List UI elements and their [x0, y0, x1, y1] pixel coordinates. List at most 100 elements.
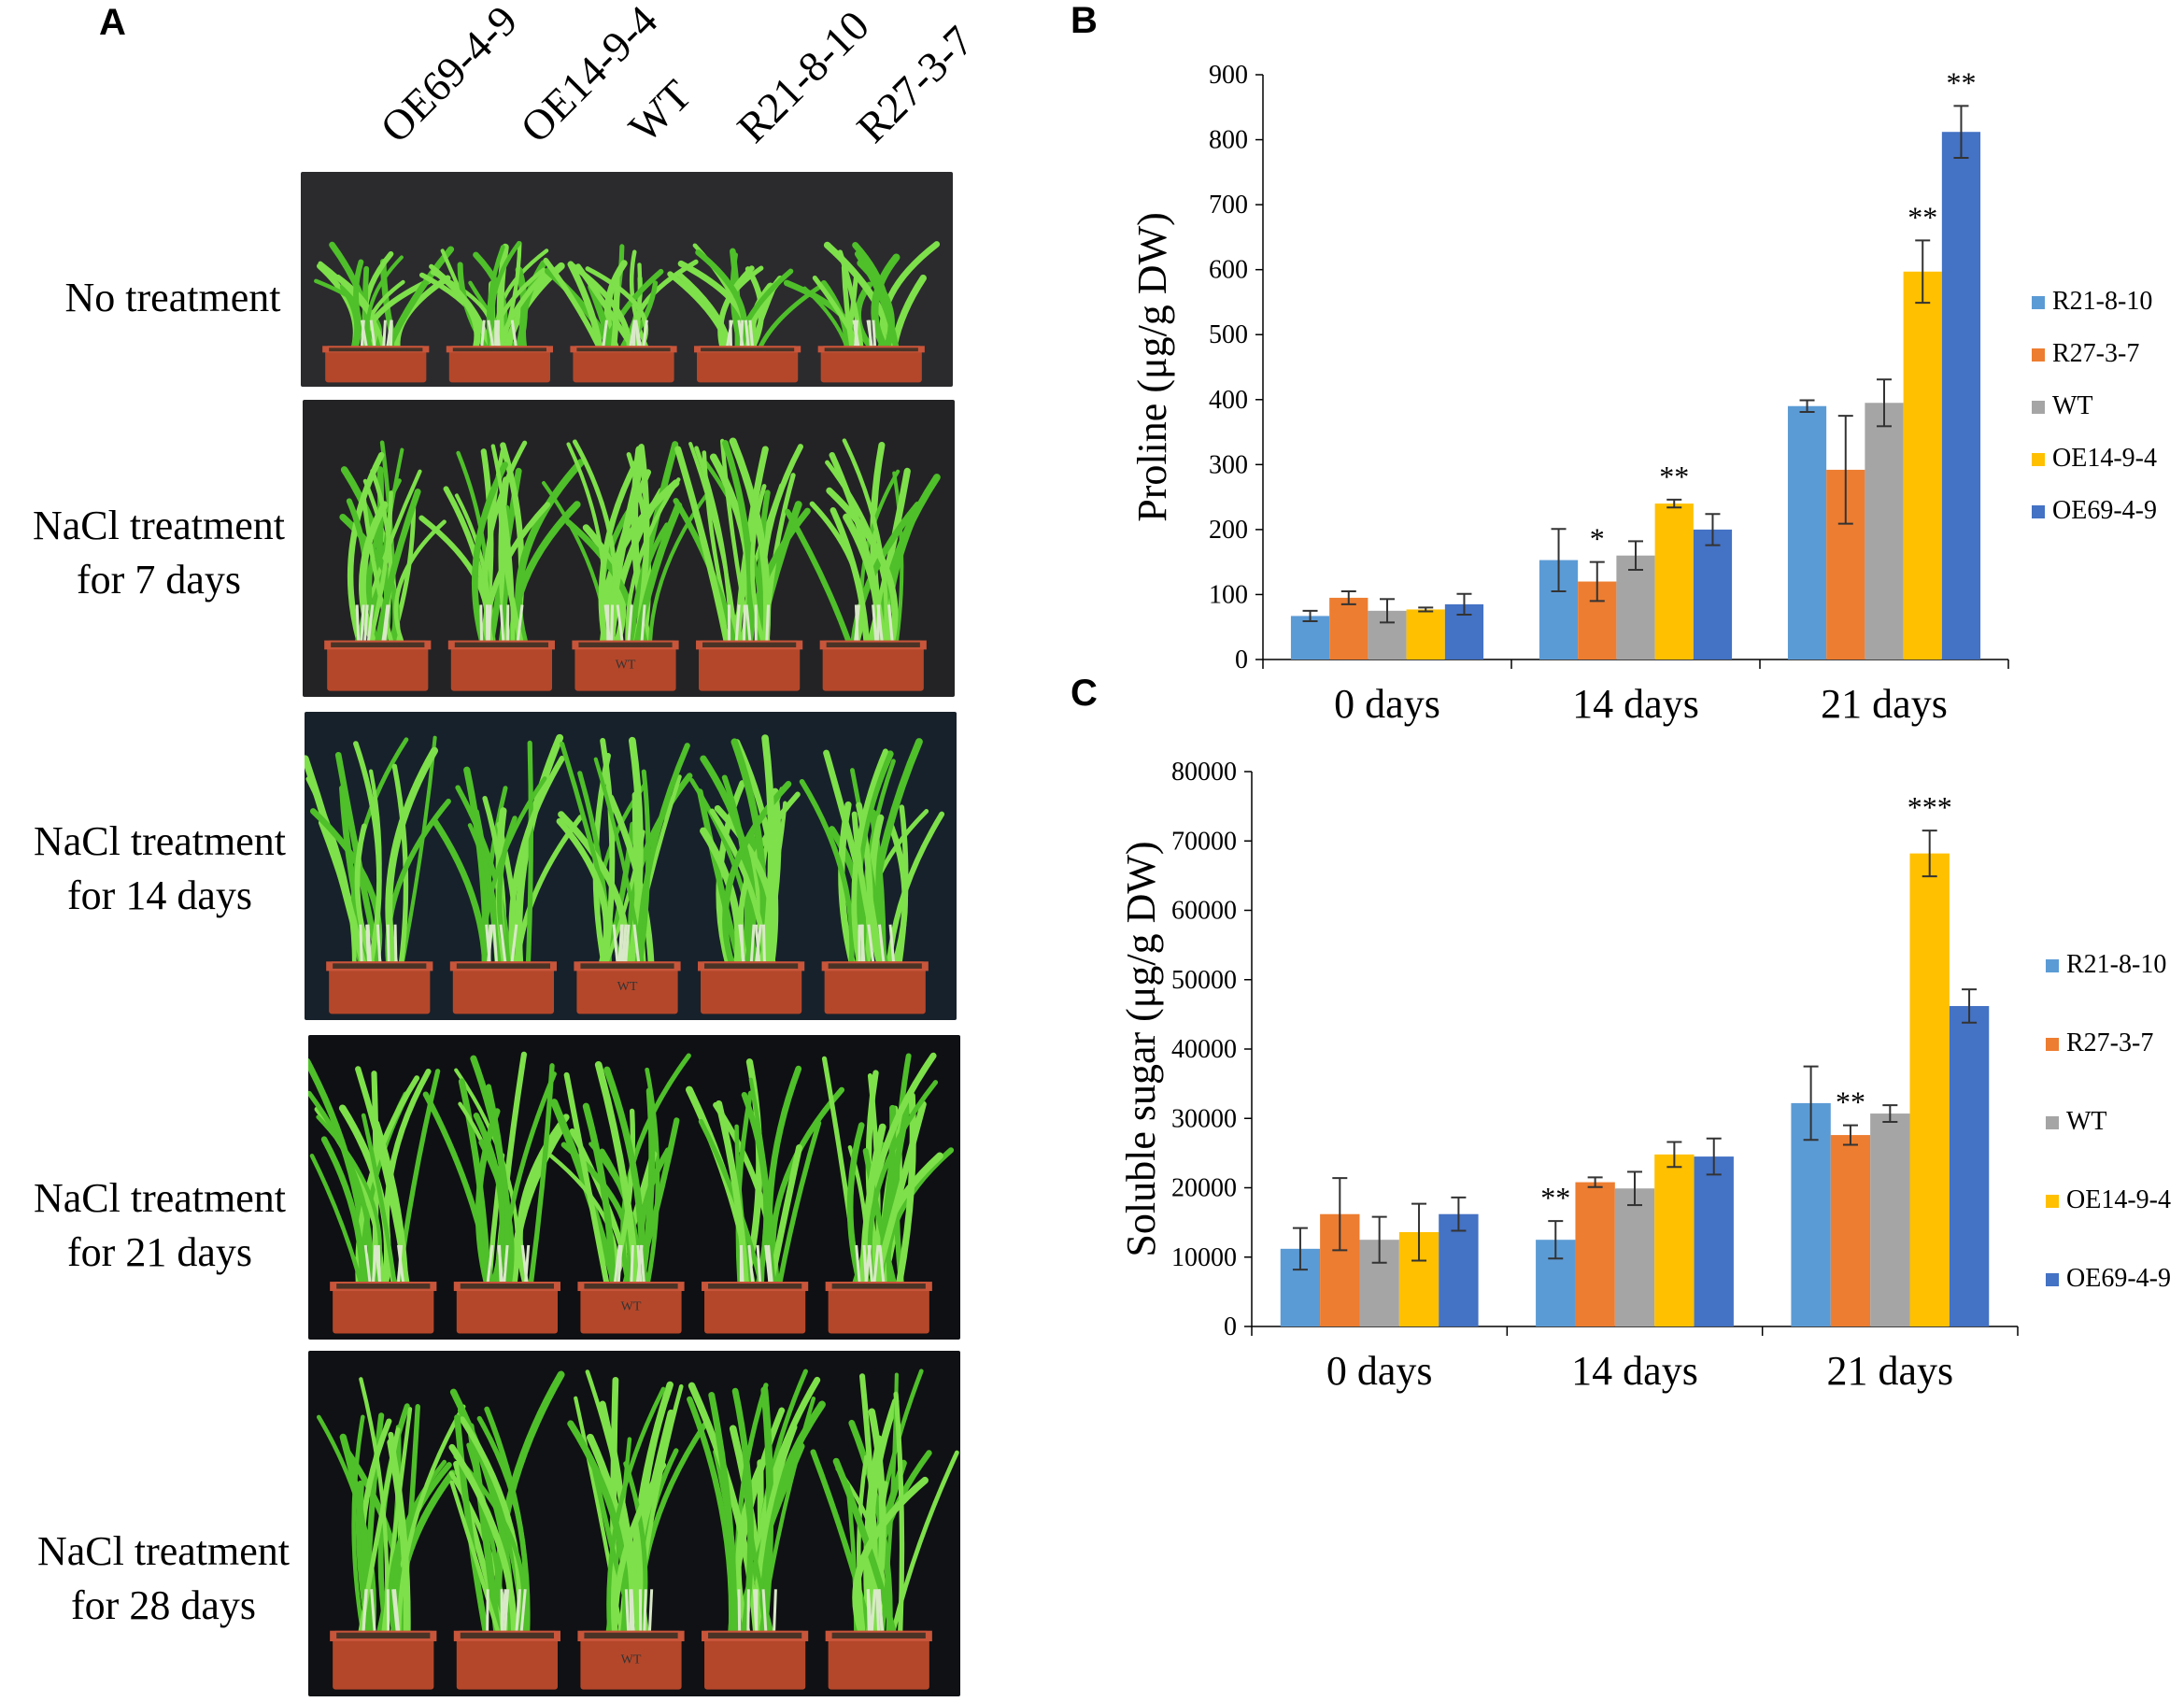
- plant-pot: WT: [548, 1053, 691, 1334]
- legend-swatch: [2032, 401, 2045, 414]
- plant-pot: [418, 241, 565, 383]
- y-tick-label: 300: [1209, 450, 1248, 479]
- plant-pot: [448, 1370, 565, 1690]
- significance-label: **: [1836, 1085, 1865, 1119]
- plant-pot: [305, 735, 451, 1014]
- y-tick-label: 60000: [1171, 897, 1237, 926]
- bar: [1575, 1182, 1615, 1326]
- legend-label: R27-3-7: [2066, 1028, 2153, 1057]
- bar: [1614, 1188, 1655, 1326]
- pot-label: WT: [621, 1652, 642, 1667]
- significance-label: **: [1907, 200, 1937, 234]
- bar: [1693, 529, 1733, 660]
- legend-swatch: [2046, 1195, 2059, 1208]
- row-label: NaCl treatment for 28 days: [9, 1525, 318, 1633]
- significance-label: ***: [1907, 790, 1952, 824]
- plant-pot: [316, 1377, 466, 1690]
- plant-pot: [422, 1051, 570, 1334]
- plant-photo-no-treatment: [301, 172, 953, 387]
- row-label: No treatment: [37, 271, 308, 325]
- plant-pot: WT: [567, 1369, 708, 1690]
- y-tick-label: 10000: [1171, 1243, 1237, 1272]
- y-tick-label: 500: [1209, 320, 1248, 349]
- plant-photo-21-days: WT: [308, 1035, 960, 1340]
- bar: [1290, 616, 1330, 660]
- bar: [1694, 1156, 1734, 1326]
- plant-pot: WT: [556, 736, 693, 1014]
- pot-label: WT: [621, 1300, 642, 1314]
- pot-label: WT: [616, 658, 636, 672]
- bar: [1616, 555, 1655, 660]
- plant-pot: [810, 1369, 959, 1690]
- bar: [1909, 853, 1950, 1326]
- y-tick-label: 700: [1209, 191, 1248, 220]
- y-tick-label: 200: [1209, 516, 1248, 545]
- bar: [1949, 1005, 1990, 1326]
- genotype-label: OE69-4-9: [371, 0, 527, 152]
- plant-pot: [785, 438, 941, 691]
- x-category-label: 21 days: [1821, 681, 1948, 727]
- y-tick-label: 40000: [1171, 1035, 1237, 1064]
- plant-pot: [687, 1369, 826, 1690]
- y-axis-label: Proline (μg/g DW): [1129, 212, 1175, 522]
- legend-swatch: [2046, 1116, 2059, 1129]
- plant-pot: [308, 1057, 441, 1334]
- y-tick-label: 0: [1224, 1312, 1237, 1341]
- y-axis-label: Soluble sugar (μg/g DW): [1118, 841, 1164, 1256]
- legend-label: R21-8-10: [2066, 950, 2166, 979]
- plant-photo-14-days: WT: [305, 712, 957, 1020]
- legend-swatch: [2032, 505, 2045, 518]
- row-label-line2: for 21 days: [67, 1229, 252, 1275]
- legend-label: R21-8-10: [2052, 287, 2152, 316]
- x-category-label: 0 days: [1326, 1348, 1433, 1394]
- y-tick-label: 80000: [1171, 758, 1237, 787]
- bar: [1903, 271, 1942, 660]
- row-label-line1: NaCl treatment: [33, 1175, 286, 1221]
- plant-pot: [686, 1058, 845, 1334]
- legend-label: R27-3-7: [2052, 339, 2139, 368]
- plant-pot: [543, 244, 699, 383]
- legend-swatch: [2032, 348, 2045, 362]
- plant-pot: [689, 734, 805, 1014]
- significance-label: **: [1659, 460, 1689, 493]
- plant-photo-7-days: WT: [303, 400, 955, 697]
- bar: [1654, 504, 1694, 660]
- panel-b-letter: B: [1071, 0, 1098, 41]
- soluble-sugar-chart: 0 10000 20000 30000 40000 50000 60000 70000 8000…: [1118, 758, 2171, 1394]
- x-category-label: 0 days: [1334, 681, 1440, 727]
- significance-label: **: [1946, 65, 1976, 99]
- legend-swatch: [2046, 1273, 2059, 1286]
- row-label: NaCl treatment for 7 days: [9, 499, 308, 607]
- row-label-line2: for 28 days: [71, 1582, 256, 1628]
- plant-pot: [673, 437, 811, 691]
- legend-swatch: [2046, 959, 2059, 972]
- plant-pot: [432, 733, 584, 1014]
- y-tick-label: 20000: [1171, 1174, 1237, 1203]
- y-tick-label: 70000: [1171, 827, 1237, 856]
- significance-label: **: [1540, 1181, 1570, 1214]
- legend-label: OE69-4-9: [2066, 1264, 2171, 1293]
- proline-chart: 0 100 200 300 400 500 600 700 800 900 0 days 14 day…: [1129, 61, 2157, 727]
- y-tick-label: 100: [1209, 580, 1248, 609]
- row-label-line1: No treatment: [64, 275, 281, 320]
- row-label-line1: NaCl treatment: [36, 1528, 290, 1574]
- y-tick-label: 900: [1209, 61, 1248, 90]
- legend-label: WT: [2066, 1107, 2107, 1136]
- plant-pot: [821, 1052, 955, 1334]
- y-tick-label: 30000: [1171, 1104, 1237, 1133]
- legend-label: OE14-9-4: [2066, 1185, 2171, 1214]
- row-label-line1: NaCl treatment: [32, 503, 285, 548]
- panel-a-letter: A: [99, 2, 126, 43]
- y-tick-label: 0: [1235, 645, 1248, 674]
- bar: [1865, 403, 1904, 660]
- x-category-label: 21 days: [1827, 1348, 1954, 1394]
- plant-pot: WT: [542, 439, 712, 691]
- row-label: NaCl treatment for 21 days: [6, 1171, 314, 1280]
- bar: [1941, 132, 1981, 660]
- pot-label: WT: [617, 980, 638, 994]
- bar: [1439, 1213, 1479, 1326]
- legend-label: WT: [2052, 391, 2093, 420]
- plant-pot: [314, 241, 455, 383]
- plant-pot: [783, 241, 941, 383]
- x-category-label: 14 days: [1572, 681, 1699, 727]
